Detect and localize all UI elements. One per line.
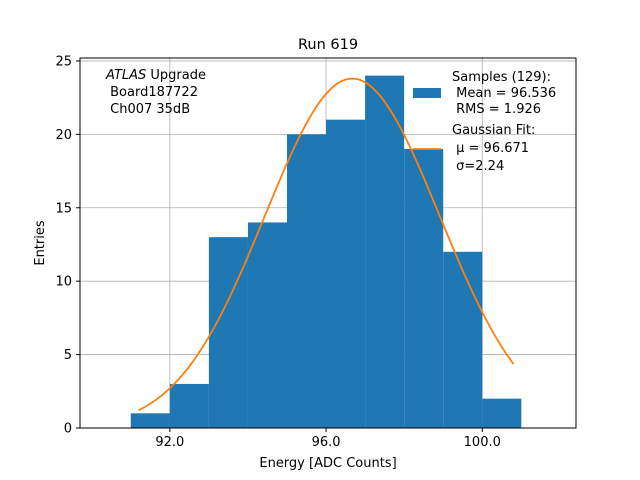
- atlas-annotation: ATLAS Upgrade Board187722 Ch007 35dB: [105, 68, 206, 117]
- axis-ticks: 92.0 96.0 100.0 0 5 10 15 20 25: [55, 54, 500, 450]
- atlas-label: ATLAS Upgrade: [105, 68, 206, 83]
- legend-fit-title: Gaussian Fit:: [452, 123, 535, 138]
- board-label: Board187722: [106, 85, 198, 100]
- y-tick-label: 10: [55, 275, 72, 290]
- axes-frame: [79, 57, 577, 429]
- legend-samples-mean: Mean = 96.536: [452, 86, 556, 101]
- histogram-bar: [326, 119, 366, 429]
- histogram-bar: [286, 134, 327, 428]
- legend: Samples (129): Mean = 96.536 RMS = 1.926…: [413, 70, 556, 174]
- histogram-bar: [404, 149, 444, 429]
- legend-fit-sigma: σ=2.24: [452, 159, 504, 174]
- atlas-italic: ATLAS: [105, 68, 146, 83]
- y-axis-label: Entries: [33, 220, 48, 266]
- y-tick-label: 15: [55, 201, 72, 216]
- legend-samples-swatch: [413, 88, 441, 98]
- histogram-bar: [130, 413, 170, 428]
- x-axis-label: Energy [ADC Counts]: [259, 456, 396, 471]
- histogram-bar: [365, 75, 405, 428]
- y-tick-label: 20: [55, 128, 72, 143]
- x-tick-label: 92.0: [155, 435, 184, 450]
- legend-fit-mu: μ = 96.671: [452, 141, 529, 156]
- y-tick-label: 5: [64, 348, 72, 363]
- x-tick-label: 96.0: [312, 435, 341, 450]
- x-tick-label: 100.0: [464, 435, 501, 450]
- histogram-bar: [169, 383, 209, 428]
- gaussian-fit-curve: [138, 77, 515, 412]
- chart-title: Run 619: [298, 37, 358, 53]
- y-tick-label: 0: [64, 422, 72, 437]
- channel-label: Ch007 35dB: [106, 102, 190, 117]
- legend-samples-rms: RMS = 1.926: [452, 102, 541, 117]
- histogram-bar: [482, 398, 522, 428]
- y-tick-label: 25: [55, 54, 72, 69]
- histogram-bars: [130, 75, 522, 429]
- histogram-bar: [208, 237, 248, 428]
- histogram-bar: [247, 222, 287, 428]
- legend-samples-title: Samples (129):: [452, 70, 551, 85]
- atlas-upgrade: Upgrade: [146, 68, 206, 83]
- histogram-bar: [443, 251, 483, 428]
